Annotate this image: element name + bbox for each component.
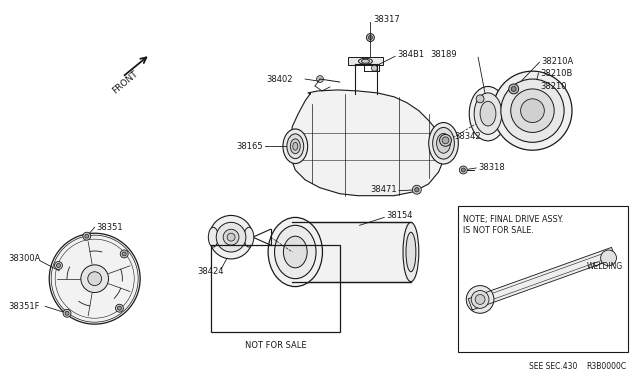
- Circle shape: [412, 185, 421, 194]
- Circle shape: [501, 79, 564, 142]
- Circle shape: [65, 311, 69, 315]
- Circle shape: [209, 215, 253, 259]
- Text: 384B1: 384B1: [397, 50, 424, 59]
- Text: 38210: 38210: [540, 83, 567, 92]
- Circle shape: [371, 65, 378, 71]
- Ellipse shape: [291, 139, 300, 154]
- Circle shape: [440, 134, 451, 146]
- Polygon shape: [291, 90, 444, 196]
- Ellipse shape: [284, 236, 307, 268]
- Text: 38351F: 38351F: [9, 302, 40, 311]
- Ellipse shape: [362, 59, 369, 63]
- Ellipse shape: [436, 134, 451, 153]
- Circle shape: [476, 95, 484, 103]
- Circle shape: [471, 291, 489, 308]
- Text: 38342: 38342: [454, 132, 481, 141]
- Ellipse shape: [283, 129, 308, 164]
- Circle shape: [49, 233, 140, 324]
- Text: NOTE; FINAL DRIVE ASSY.: NOTE; FINAL DRIVE ASSY.: [463, 215, 564, 224]
- Text: SEE SEC.430: SEE SEC.430: [529, 362, 577, 371]
- Circle shape: [85, 234, 89, 238]
- Text: 38154: 38154: [386, 211, 413, 220]
- Ellipse shape: [403, 222, 419, 282]
- Ellipse shape: [244, 227, 254, 247]
- Bar: [348, 57, 383, 65]
- Text: FRONT: FRONT: [111, 69, 140, 95]
- Bar: [292, 222, 411, 282]
- Ellipse shape: [287, 134, 304, 158]
- Text: 38318: 38318: [478, 164, 505, 173]
- Text: IS NOT FOR SALE.: IS NOT FOR SALE.: [463, 226, 534, 235]
- Ellipse shape: [358, 58, 372, 64]
- Ellipse shape: [406, 232, 416, 272]
- Ellipse shape: [433, 128, 454, 159]
- Circle shape: [509, 84, 518, 94]
- Circle shape: [467, 286, 494, 313]
- Circle shape: [317, 76, 323, 83]
- Circle shape: [216, 222, 246, 252]
- Circle shape: [511, 89, 554, 132]
- Text: 38210B: 38210B: [540, 68, 573, 78]
- Ellipse shape: [209, 227, 218, 247]
- Circle shape: [227, 233, 235, 241]
- Circle shape: [223, 229, 239, 245]
- Ellipse shape: [480, 101, 496, 126]
- Circle shape: [442, 137, 449, 144]
- Text: NOT FOR SALE: NOT FOR SALE: [244, 341, 307, 350]
- Text: 38424: 38424: [198, 267, 224, 276]
- Bar: [211, 245, 340, 332]
- Ellipse shape: [275, 225, 316, 279]
- Text: 38300A: 38300A: [9, 254, 41, 263]
- Text: 38471: 38471: [371, 185, 397, 194]
- Ellipse shape: [429, 122, 458, 164]
- Bar: [458, 206, 628, 352]
- Text: 38317: 38317: [373, 15, 400, 24]
- Text: 38165: 38165: [236, 142, 262, 151]
- Polygon shape: [468, 247, 616, 310]
- Circle shape: [461, 168, 465, 172]
- Circle shape: [511, 86, 516, 92]
- Circle shape: [369, 36, 372, 39]
- Circle shape: [601, 250, 616, 266]
- Circle shape: [118, 306, 122, 310]
- Circle shape: [520, 99, 545, 122]
- Circle shape: [493, 71, 572, 150]
- Circle shape: [415, 187, 419, 192]
- Circle shape: [115, 304, 124, 312]
- Circle shape: [83, 232, 91, 240]
- Text: 38351: 38351: [97, 223, 124, 232]
- Circle shape: [460, 166, 467, 174]
- Circle shape: [54, 262, 63, 269]
- Text: 38402: 38402: [266, 74, 292, 84]
- Ellipse shape: [268, 217, 323, 286]
- Circle shape: [367, 33, 374, 42]
- Circle shape: [81, 265, 109, 292]
- Text: 38189: 38189: [431, 50, 458, 59]
- Circle shape: [120, 250, 128, 258]
- Circle shape: [122, 252, 126, 256]
- Circle shape: [88, 272, 102, 286]
- Ellipse shape: [474, 93, 502, 134]
- Ellipse shape: [293, 142, 298, 150]
- Circle shape: [56, 263, 60, 267]
- Text: R3B0000C: R3B0000C: [586, 362, 627, 371]
- Circle shape: [475, 295, 485, 304]
- Circle shape: [63, 309, 71, 317]
- Text: WELDING: WELDING: [587, 262, 623, 271]
- Ellipse shape: [469, 86, 507, 141]
- Text: 38210A: 38210A: [541, 57, 573, 66]
